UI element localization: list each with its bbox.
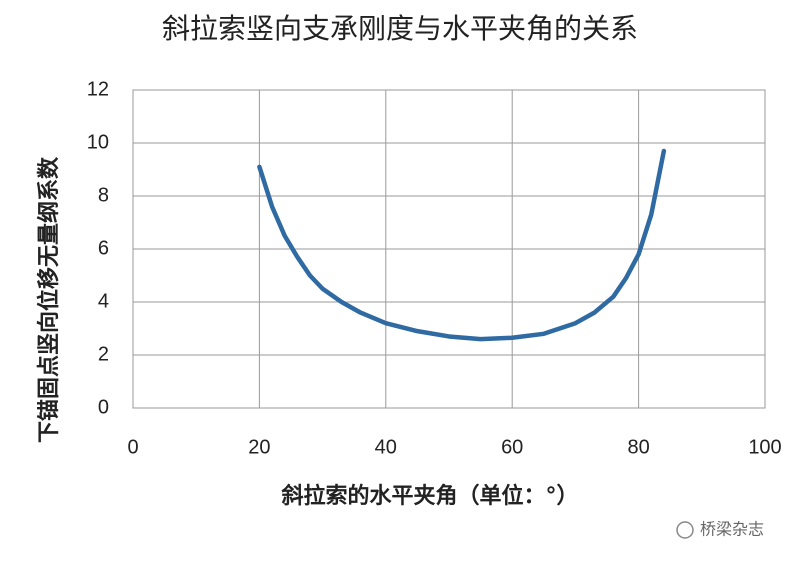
y-tick-label: 6: [98, 237, 109, 259]
y-tick-label: 2: [98, 343, 109, 365]
y-tick-label: 0: [98, 396, 109, 418]
data-line: [257, 148, 667, 342]
watermark-icon: [676, 521, 694, 539]
x-tick-label: 80: [627, 436, 649, 458]
watermark: 桥梁杂志: [700, 520, 764, 539]
y-tick-label: 10: [87, 131, 109, 153]
x-tick-label: 60: [501, 436, 523, 458]
chart-title: 斜拉索竖向支承刚度与水平夹角的关系: [162, 12, 638, 45]
x-tick-label: 100: [748, 436, 781, 458]
x-tick-label: 0: [127, 436, 138, 458]
y-tick-label: 12: [87, 78, 109, 100]
y-axis-label: 下锚固点竖向位移无量纲系数: [36, 156, 62, 443]
x-tick-label: 40: [375, 436, 397, 458]
x-axis-label: 斜拉索的水平夹角（单位：°）: [280, 483, 578, 509]
y-tick-label: 4: [98, 290, 109, 312]
x-tick-label: 20: [248, 436, 270, 458]
y-tick-label: 8: [98, 184, 109, 206]
